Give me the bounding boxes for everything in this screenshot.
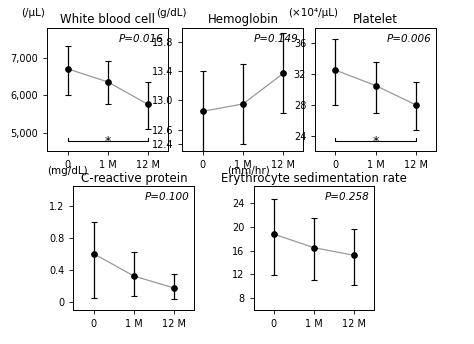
Text: (/μL): (/μL) — [21, 8, 45, 18]
Title: Platelet: Platelet — [353, 13, 398, 26]
Text: P=0.258: P=0.258 — [325, 192, 370, 202]
Text: *: * — [105, 135, 111, 148]
Title: Erythrocyte sedimentation rate: Erythrocyte sedimentation rate — [221, 172, 407, 185]
Text: P=0.149: P=0.149 — [254, 34, 299, 44]
Text: P=0.006: P=0.006 — [386, 34, 431, 44]
Title: Hemoglobin: Hemoglobin — [208, 13, 278, 26]
Title: C-reactive protein: C-reactive protein — [81, 172, 187, 185]
Title: White blood cell: White blood cell — [60, 13, 155, 26]
Text: (mm/hr): (mm/hr) — [227, 166, 270, 176]
Text: *: * — [373, 135, 379, 148]
Text: (g/dL): (g/dL) — [156, 8, 186, 18]
Text: P=0.100: P=0.100 — [145, 192, 190, 202]
Text: P=0.016: P=0.016 — [118, 34, 164, 44]
Text: (×10⁴/μL): (×10⁴/μL) — [289, 8, 338, 18]
Text: (mg/dL): (mg/dL) — [47, 166, 88, 176]
